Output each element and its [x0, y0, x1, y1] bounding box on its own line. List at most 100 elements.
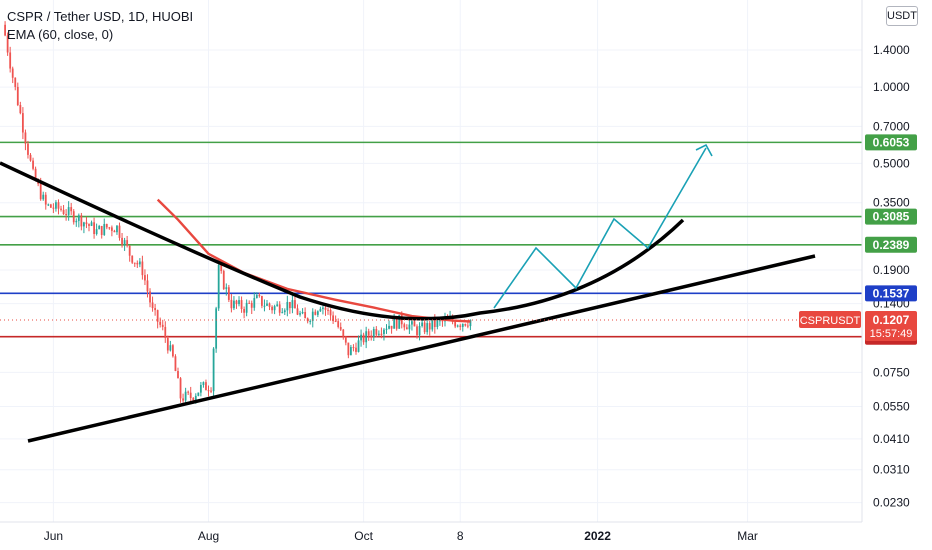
candle-body — [235, 300, 238, 305]
candle-body — [21, 113, 24, 133]
candle-body — [6, 35, 9, 53]
candle-body — [29, 154, 32, 161]
candle-body — [217, 264, 220, 309]
candle-body — [281, 312, 284, 314]
candle-body — [9, 52, 12, 69]
symbol-tag — [799, 310, 861, 328]
candle-body — [138, 261, 141, 265]
candle-body — [164, 326, 167, 339]
cup-curve — [0, 161, 685, 321]
candle-body — [309, 320, 312, 322]
candle-body — [207, 390, 210, 392]
candle-body — [306, 318, 309, 322]
candle-body — [421, 322, 424, 327]
candle-body — [27, 143, 29, 155]
countdown-text: 15:57:49 — [870, 328, 913, 340]
candle-body — [431, 319, 434, 330]
candle-body — [438, 320, 441, 322]
candle-body — [388, 325, 390, 329]
candle-body — [278, 304, 281, 313]
candle-body — [90, 222, 93, 226]
candle-body — [197, 392, 200, 396]
candle-body — [428, 323, 431, 330]
candle-body — [47, 204, 50, 206]
candle-body — [151, 302, 154, 309]
candle-body — [100, 226, 103, 235]
candle-body — [113, 230, 116, 233]
candle-body — [258, 295, 261, 297]
candle-body — [248, 302, 251, 304]
candle-body — [337, 321, 340, 327]
candle-body — [52, 207, 55, 209]
candle-body — [98, 226, 101, 230]
candle-body — [172, 345, 174, 357]
candle-body — [334, 321, 337, 323]
candle-body — [350, 347, 352, 356]
last-price-text: 0.1207 — [873, 313, 910, 327]
candle-body — [146, 280, 149, 292]
candle-body — [80, 215, 83, 227]
candle-body — [220, 264, 223, 271]
candle-body — [413, 321, 416, 327]
candle-body — [296, 308, 299, 315]
candle-body — [243, 309, 246, 313]
candle-body — [14, 77, 17, 87]
candle-body — [34, 168, 37, 181]
candle-body — [75, 220, 78, 223]
indicator-title[interactable]: EMA (60, close, 0) — [7, 27, 114, 42]
candle-body — [311, 311, 314, 321]
candle-body — [149, 291, 151, 303]
candle-body — [212, 348, 215, 392]
candle-body — [291, 300, 294, 309]
candle-body — [268, 303, 271, 307]
candle-body — [32, 160, 34, 169]
candle-body — [65, 214, 68, 216]
candle-body — [136, 262, 139, 265]
symbol-tag-text: CSPRUSDT — [800, 315, 861, 327]
time-tick-label: Jun — [44, 529, 63, 543]
candle-body — [57, 202, 60, 209]
candle-body — [403, 324, 406, 328]
price-tick-label: 0.0230 — [873, 496, 910, 510]
candle-body — [187, 391, 190, 393]
currency-button[interactable]: USDT — [886, 6, 918, 26]
candle-body — [118, 225, 121, 238]
candle-body — [131, 255, 134, 263]
horizontal-levels — [0, 141, 862, 338]
candle-body — [398, 314, 401, 329]
candle-body — [456, 325, 459, 327]
time-axis[interactable]: Jun Aug Oct 8 2022 Mar — [44, 529, 758, 543]
price-tick-label: 0.5000 — [873, 156, 910, 170]
candle-body — [230, 299, 233, 309]
candle-body — [405, 327, 408, 330]
candle-body — [128, 245, 131, 256]
candle-body — [72, 211, 75, 223]
chart-legend: CSPR / Tether USD, 1D, HUOBI EMA (60, cl… — [7, 8, 193, 44]
candle-body — [261, 296, 263, 306]
candle-body — [266, 303, 268, 306]
candle-body — [166, 338, 169, 351]
candle-body — [108, 227, 111, 229]
candle-body — [372, 329, 375, 337]
price-axis[interactable]: 1.40001.00000.70000.50000.35000.19000.14… — [873, 43, 910, 510]
last-price-tag — [865, 310, 917, 341]
candle-body — [395, 318, 398, 329]
candle-body — [60, 208, 62, 210]
candle-body — [360, 334, 362, 341]
candle-body — [110, 227, 113, 231]
trend-drawings — [0, 143, 816, 443]
candle-body — [370, 335, 373, 337]
candle-body — [271, 306, 273, 311]
candle-body — [245, 302, 248, 313]
price-tick-label: 0.0410 — [873, 432, 910, 446]
level-price-text: 0.2389 — [873, 238, 910, 252]
candle-body — [408, 324, 411, 330]
candle-body — [263, 305, 266, 307]
candle-body — [319, 308, 322, 312]
candle-body — [433, 319, 436, 327]
candle-body — [116, 225, 118, 233]
candle-body — [332, 315, 335, 322]
candle-body — [179, 378, 182, 399]
symbol-title[interactable]: CSPR / Tether USD, 1D, HUOBI — [7, 9, 194, 24]
